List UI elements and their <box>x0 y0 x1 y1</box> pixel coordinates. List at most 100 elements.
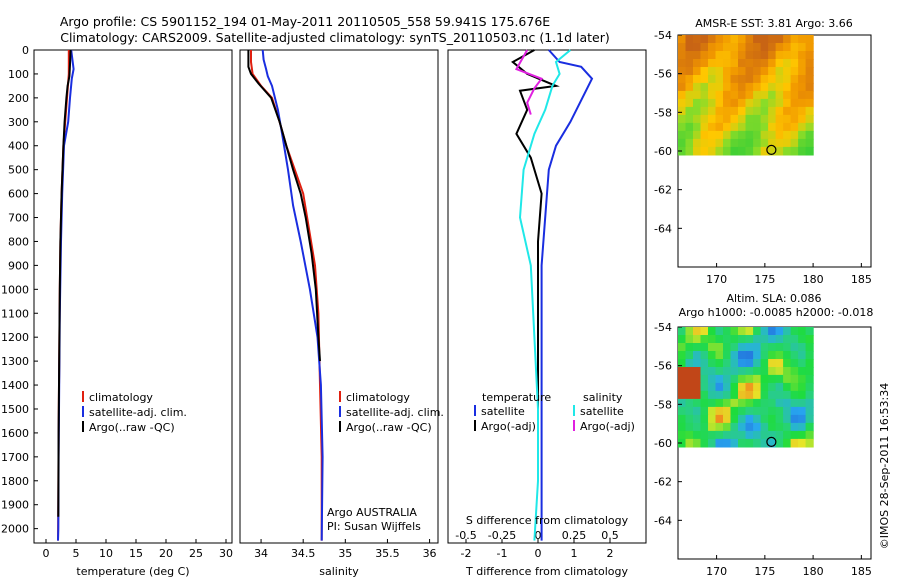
altim-sla-cell <box>708 367 717 376</box>
difference-series-satellite <box>518 49 572 541</box>
amsre-sst-cell <box>708 82 717 92</box>
amsre-sst-cell <box>723 146 732 156</box>
amsre-sst-cell <box>760 90 769 100</box>
altim-sla-cell <box>738 398 747 408</box>
altim-sla-cell <box>805 382 814 392</box>
amsre-sst-cell <box>798 43 807 52</box>
amsre-sst-cell <box>700 130 709 140</box>
altim-sla-cell <box>678 335 687 344</box>
altim-sla-cell <box>760 367 769 376</box>
amsre-sst-cell <box>753 35 762 44</box>
altim-sla-cell <box>805 343 814 352</box>
temperature-ytick-label: 500 <box>8 164 29 177</box>
amsre-sst-cell <box>738 146 747 156</box>
altim-sla-cell <box>790 359 799 368</box>
amsre-sst-cell <box>790 146 799 156</box>
altim-sla-cell <box>723 390 732 400</box>
altim-sla-cell <box>678 343 687 352</box>
amsre-sst-cell <box>723 122 732 132</box>
amsre-sst-cell <box>678 130 687 140</box>
altim-sla-cell <box>730 367 739 376</box>
altim-sla-cell <box>775 406 784 416</box>
altim-sla-cell <box>745 359 754 368</box>
amsre-sst-cell <box>753 106 762 116</box>
diff-legend-label: satellite <box>481 405 525 418</box>
altim-sla-cell <box>678 390 687 400</box>
amsre-sst-cell <box>738 130 747 140</box>
amsre-sst-cell <box>708 43 717 52</box>
amsre-sst-cell <box>775 82 784 92</box>
altim-sla-cell <box>768 327 777 336</box>
amsre-sst-cell <box>775 138 784 148</box>
amsre-sst-cell <box>738 106 747 116</box>
amsre-sst-cell <box>745 114 754 124</box>
altim-sla-cell <box>715 335 724 344</box>
altim-sla-cell <box>715 398 724 408</box>
amsre-sst-cell <box>753 51 762 60</box>
altim-sla-cell <box>723 438 732 448</box>
amsre-sst-cell <box>783 146 792 156</box>
amsre-sst-cell <box>798 75 807 84</box>
amsre-sst-cell <box>790 67 799 76</box>
temperature-ytick-label: 300 <box>8 116 29 129</box>
amsre-sst-cell <box>715 106 724 116</box>
amsre-sst-cell <box>768 106 777 116</box>
amsre-sst-cell <box>715 130 724 140</box>
amsre-sst-cell <box>805 90 814 100</box>
amsre-sst-cell <box>730 75 739 84</box>
altim-sla-cell <box>783 422 792 432</box>
amsre-sst-cell <box>723 67 732 76</box>
altim-sla-cell <box>738 406 747 416</box>
altim-sla-cell <box>753 414 762 424</box>
amsre-sst-cell <box>708 122 717 132</box>
amsre-sst-cell <box>805 114 814 124</box>
altim-sla-cell <box>775 327 784 336</box>
altim-sla-cell <box>790 406 799 416</box>
amsre-sst-cell <box>753 82 762 92</box>
altim-sla-cell <box>745 382 754 392</box>
altim-sla-cell <box>700 343 709 352</box>
amsre-sst-cell <box>805 106 814 116</box>
altim-sla-cell <box>768 351 777 360</box>
salinity-xtick-label: 35.5 <box>375 547 400 560</box>
altim-sla-cell <box>790 422 799 432</box>
amsre-sst-cell <box>775 98 784 108</box>
salinity-xtick-label: 34 <box>254 547 268 560</box>
altim-sla-cell <box>685 406 694 416</box>
amsre-sst-cell <box>805 51 814 60</box>
amsre-sst-cell <box>805 130 814 140</box>
altim-sla-cell <box>700 414 709 424</box>
salinity-xlabel: salinity <box>319 565 359 578</box>
temperature-ytick-label: 700 <box>8 212 29 225</box>
amsre-sst-cell <box>798 67 807 76</box>
altim-sla-cell <box>790 335 799 344</box>
amsre-sst-cell <box>685 75 694 84</box>
difference-xtick-label: 2 <box>607 547 614 560</box>
amsre-sst-cell <box>805 59 814 68</box>
altim-sla-cell <box>775 438 784 448</box>
amsre-sst-cell <box>693 130 702 140</box>
altim-sla-cell <box>768 414 777 424</box>
altim-sla-cell <box>730 422 739 432</box>
altim-sla-cell <box>678 430 687 440</box>
amsre-sst-cell <box>730 138 739 148</box>
altim-sla-cell <box>753 374 762 384</box>
amsre-sst-cell <box>798 82 807 92</box>
altim-sla-cell <box>678 382 687 392</box>
amsre-sst-cell <box>685 106 694 116</box>
difference-xtick-label: 0 <box>535 547 542 560</box>
altim-sla-cell <box>790 367 799 376</box>
header-line2: Climatology: CARS2009. Satellite-adjuste… <box>60 30 610 45</box>
altim-sla-cell <box>745 374 754 384</box>
altim-sla-cell <box>693 382 702 392</box>
sst-map-title: AMSR-E SST: 3.81 Argo: 3.66 <box>695 17 853 30</box>
altim-sla-cell <box>790 382 799 392</box>
amsre-sst-cell <box>798 130 807 140</box>
amsre-sst-cell <box>798 146 807 156</box>
amsre-sst-cell <box>790 138 799 148</box>
altim-sla-cell <box>798 367 807 376</box>
amsre-sst-cell <box>768 122 777 132</box>
amsre-sst-cell <box>738 43 747 52</box>
salinity-legend-label: satellite-adj. clim. <box>346 406 444 419</box>
amsre-sst-cell <box>723 98 732 108</box>
